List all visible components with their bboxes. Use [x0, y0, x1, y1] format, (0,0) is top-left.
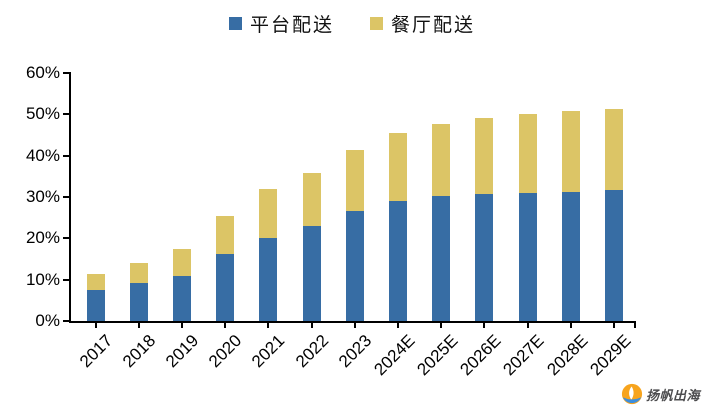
- x-axis-tick-label: 2029E: [586, 331, 635, 380]
- y-tick: [63, 278, 69, 281]
- bar-platform-segment: [302, 225, 321, 321]
- x-axis-tick-label: 2028E: [542, 331, 592, 380]
- x-tick: [526, 323, 529, 328]
- y-axis-tick-label: 60%: [25, 63, 60, 82]
- bar-platform-segment: [216, 253, 235, 321]
- brand-watermark: 扬帆出海: [621, 383, 700, 405]
- x-axis-tick-label: 2027E: [499, 331, 548, 380]
- y-axis-tick-label: 0%: [35, 311, 60, 330]
- bar-restaurant-segment: [216, 216, 235, 254]
- y-tick: [63, 237, 69, 240]
- bar-platform-segment: [475, 193, 494, 321]
- bar-platform-segment: [388, 201, 407, 321]
- legend: 平台配送 餐厅配送: [0, 10, 704, 37]
- legend-swatch-restaurant-icon: [370, 17, 383, 30]
- legend-label-restaurant: 餐厅配送: [391, 15, 476, 36]
- x-axis-tick-label: 2025E: [413, 331, 462, 380]
- bar-platform-segment: [345, 211, 364, 321]
- x-tick: [94, 323, 97, 328]
- x-tick: [180, 323, 183, 328]
- bar-platform-segment: [518, 192, 537, 321]
- x-axis-tick-label: 2020: [205, 331, 246, 372]
- x-tick: [310, 323, 313, 328]
- bar-platform-segment: [561, 191, 580, 321]
- legend-swatch-platform-icon: [228, 17, 242, 30]
- bar-restaurant-segment: [129, 263, 148, 283]
- y-axis-tick-label: 10%: [25, 269, 60, 289]
- y-tick: [63, 196, 69, 198]
- x-tick: [569, 323, 572, 328]
- legend-item-platform-delivery: 平台配送: [228, 10, 334, 37]
- bar-platform-segment: [604, 189, 623, 321]
- bar-restaurant-segment: [259, 189, 278, 238]
- bar-platform-segment: [86, 290, 105, 321]
- x-tick: [267, 323, 270, 328]
- x-axis-line: [69, 321, 636, 323]
- x-axis-tick-label: 2026E: [456, 331, 505, 380]
- x-axis-tick-label: 2019: [162, 331, 203, 372]
- y-axis-tick-label: 40%: [25, 145, 60, 165]
- bar-restaurant-segment: [432, 123, 451, 197]
- legend-item-restaurant-delivery: 餐厅配送: [370, 10, 475, 37]
- y-tick: [63, 320, 69, 322]
- x-axis-tick-label: 2021: [248, 331, 289, 372]
- bar-restaurant-segment: [475, 117, 494, 194]
- bar-platform-segment: [172, 275, 191, 321]
- x-axis-end-tick: [634, 323, 636, 328]
- x-tick: [612, 323, 615, 328]
- bar-restaurant-segment: [604, 108, 623, 190]
- bar-platform-segment: [259, 237, 278, 321]
- bar-restaurant-segment: [518, 114, 537, 193]
- legend-label-platform: 平台配送: [249, 15, 334, 36]
- brand-logo-text: 扬帆出海: [645, 387, 700, 403]
- bar-restaurant-segment: [345, 149, 364, 212]
- y-tick: [63, 154, 69, 157]
- y-axis-tick-label: 50%: [25, 104, 60, 124]
- x-axis-tick-label: 2022: [291, 331, 332, 372]
- y-tick: [63, 113, 69, 116]
- y-axis-tick-label: 20%: [25, 228, 60, 248]
- x-tick: [483, 323, 486, 328]
- bar-restaurant-segment: [172, 249, 191, 276]
- x-tick: [137, 323, 140, 328]
- x-axis-tick-label: 2017: [75, 331, 116, 372]
- sailboat-logo-icon: [621, 383, 643, 405]
- y-tick: [63, 72, 69, 74]
- bar-restaurant-segment: [388, 133, 407, 202]
- bar-restaurant-segment: [86, 273, 105, 290]
- y-axis-tick-label: 30%: [25, 187, 60, 206]
- bar-restaurant-segment: [302, 173, 321, 226]
- x-axis-tick-label: 2024E: [370, 331, 419, 380]
- x-tick: [224, 323, 227, 328]
- bar-platform-segment: [432, 196, 451, 321]
- bar-platform-segment: [129, 282, 148, 321]
- x-tick: [396, 323, 399, 328]
- x-tick: [440, 323, 443, 328]
- bar-restaurant-segment: [561, 111, 580, 192]
- x-axis-tick-label: 2018: [118, 331, 160, 372]
- y-axis-line: [69, 72, 71, 323]
- x-tick: [353, 323, 356, 328]
